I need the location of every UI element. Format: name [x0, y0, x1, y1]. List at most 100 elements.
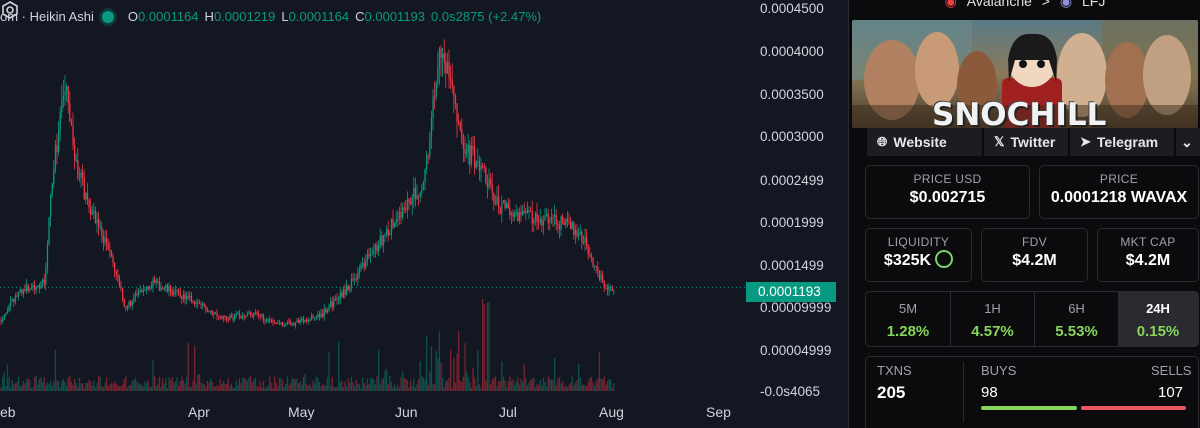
volume-bar	[14, 383, 17, 391]
candle-body	[430, 117, 433, 138]
candle-body	[504, 200, 506, 208]
volume-bar	[581, 385, 583, 391]
lock-icon[interactable]	[935, 250, 954, 268]
candle-body	[328, 306, 330, 311]
volume-bar	[328, 351, 330, 391]
volume-bar	[514, 385, 516, 391]
social-links: 🌐︎ Website 𝕏 Twitter ➤ Telegram ⌄	[867, 128, 1200, 156]
candle-body	[400, 211, 402, 218]
candle-body	[598, 271, 601, 280]
candle-body	[173, 291, 175, 296]
time-axis-label: Jul	[499, 404, 517, 420]
candle-body	[320, 313, 322, 317]
price-usd-value: $0.002715	[909, 189, 986, 206]
volume-bar	[294, 379, 297, 391]
price-axis-label: 0.0004500	[760, 1, 824, 16]
volume-bar	[352, 382, 354, 391]
legend-low-value: 0.0001164	[288, 9, 350, 24]
telegram-link[interactable]: ➤ Telegram	[1070, 128, 1174, 156]
volume-bar	[139, 383, 141, 391]
volume-bar	[64, 381, 66, 391]
candle-body	[77, 160, 79, 178]
candle-body	[174, 290, 177, 292]
candle-body	[363, 263, 365, 268]
more-links-button[interactable]: ⌄	[1176, 128, 1200, 156]
candle-body	[538, 221, 540, 223]
volume-bar	[93, 380, 95, 391]
candle-body	[562, 216, 564, 223]
candle-body	[408, 199, 410, 203]
chart-canvas[interactable]	[0, 0, 848, 428]
volume-bar	[312, 380, 314, 391]
token-name-banner: SNOCHILL	[932, 97, 1107, 128]
tab-6h[interactable]: 6H 5.53%	[1034, 292, 1118, 346]
price-chart[interactable]: om · Heikin Ashi O 0.0001164 H 0.0001219 L…	[0, 0, 848, 428]
volume-bar	[229, 386, 231, 391]
volume-bar	[366, 379, 369, 391]
candle-body	[296, 320, 298, 323]
candle-body	[133, 296, 135, 302]
candle-body	[269, 319, 271, 321]
candle-body	[574, 230, 577, 236]
volume-bar	[611, 387, 613, 391]
volume-bar	[131, 381, 133, 391]
candle-body	[314, 317, 316, 319]
candle-body	[586, 237, 588, 245]
tab-24h[interactable]: 24H 0.15%	[1118, 292, 1198, 346]
volume-bar	[530, 380, 532, 391]
candle-body	[21, 289, 23, 294]
volume-bar	[195, 383, 197, 391]
volume-bar	[506, 387, 508, 391]
volume-bar	[272, 387, 274, 391]
volume-bar	[186, 377, 188, 391]
website-link[interactable]: 🌐︎ Website	[867, 128, 982, 156]
chain-name[interactable]: Avalanche	[966, 0, 1032, 9]
volume-bar	[315, 376, 317, 391]
candle-body	[275, 323, 277, 325]
globe-icon: 🌐︎	[877, 134, 888, 149]
candle-body	[546, 213, 548, 216]
tab-label: 1H	[984, 301, 1001, 316]
candle-body	[166, 285, 169, 292]
dex-name[interactable]: LFJ	[1081, 0, 1106, 9]
candle-body	[118, 277, 121, 287]
txns-card	[865, 356, 1199, 428]
candle-body	[397, 219, 399, 221]
tab-5m[interactable]: 5M 1.28%	[866, 292, 950, 346]
candle-body	[27, 285, 29, 291]
timeframe-tabs	[865, 291, 1199, 347]
volume-bar	[120, 386, 122, 391]
volume-bar	[370, 378, 372, 391]
chart-settings-icon[interactable]	[0, 0, 20, 20]
volume-bar	[42, 382, 44, 391]
legend-close-key: C	[355, 9, 365, 24]
volume-bar	[254, 377, 257, 391]
twitter-link[interactable]: 𝕏 Twitter	[984, 128, 1068, 156]
volume-bar	[483, 304, 485, 391]
volume-bar	[216, 385, 218, 391]
candle-body	[605, 287, 607, 289]
volume-bar	[2, 377, 4, 391]
volume-bar	[264, 387, 266, 391]
candle-body	[557, 224, 559, 226]
volume-bar	[546, 386, 548, 391]
candle-body	[406, 199, 409, 211]
volume-bar	[194, 345, 196, 391]
legend-open-value: 0.0001164	[138, 9, 199, 24]
chart-legend: om · Heikin Ashi O 0.0001164 H 0.0001219 L…	[0, 9, 541, 24]
volume-bar	[435, 351, 437, 391]
candle-body	[499, 207, 501, 214]
candle-body	[515, 211, 517, 213]
candle-body	[405, 208, 407, 211]
candle-body	[200, 303, 202, 306]
chevron-down-icon: ⌄	[1181, 133, 1193, 150]
volume-bar	[443, 387, 445, 391]
candle-body	[394, 222, 396, 228]
candle-body	[29, 289, 31, 291]
tab-1h[interactable]: 1H 4.57%	[950, 292, 1034, 346]
mcap-card: MKT CAP $4.2M	[1097, 228, 1199, 282]
volume-bar	[56, 380, 58, 391]
time-axis-label: May	[288, 404, 315, 420]
volume-bar	[34, 376, 36, 391]
volume-bar	[270, 383, 273, 391]
